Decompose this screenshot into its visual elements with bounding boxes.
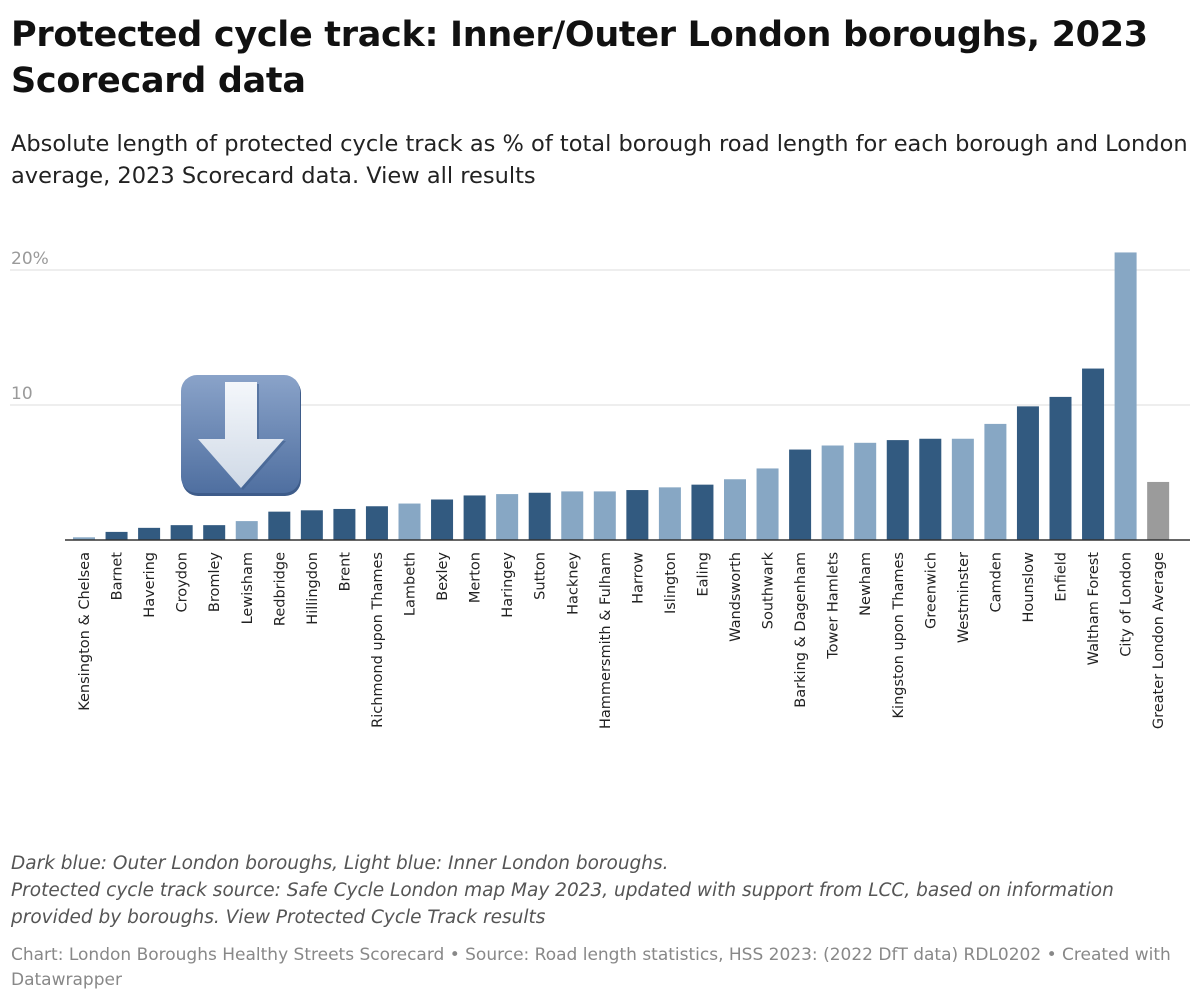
bar-10 [398, 503, 421, 540]
bar-31 [1082, 368, 1105, 540]
category-label-1: Barnet [110, 552, 126, 601]
bar-26 [919, 438, 942, 540]
category-label-33: Greater London Average [1151, 552, 1167, 729]
chart-subtitle: Absolute length of protected cycle track… [11, 131, 1188, 189]
category-label-15: Hackney [565, 552, 581, 615]
y-tick-label: 10 [11, 384, 33, 404]
bar-5 [235, 521, 258, 540]
category-label-19: Ealing [695, 552, 711, 597]
category-label-6: Redbridge [272, 552, 288, 626]
bar-23 [821, 445, 844, 540]
source-note: Protected cycle track source: Safe Cycle… [11, 880, 1114, 928]
bar-7 [300, 510, 323, 540]
category-label-14: Sutton [533, 552, 549, 600]
bar-28 [984, 423, 1007, 540]
category-label-32: City of London [1119, 552, 1135, 657]
bar-33 [1147, 481, 1170, 540]
bar-22 [789, 449, 812, 540]
category-label-2: Havering [142, 552, 158, 618]
category-label-16: Hammersmith & Fulham [598, 552, 614, 729]
category-label-31: Waltham Forest [1086, 552, 1102, 666]
category-label-8: Brent [337, 552, 353, 592]
category-label-11: Bexley [435, 552, 451, 601]
bar-15 [561, 491, 584, 540]
bar-16 [593, 491, 616, 540]
category-label-24: Newham [858, 552, 874, 616]
bar-9 [365, 506, 388, 540]
chart-notes: Dark blue: Outer London boroughs, Light … [11, 850, 1191, 931]
category-label-23: Tower Hamlets [826, 552, 842, 660]
bar-1 [105, 531, 128, 540]
category-label-22: Barking & Dagenham [793, 552, 809, 708]
category-label-17: Harrow [630, 552, 646, 604]
category-label-0: Kensington & Chelsea [77, 552, 93, 711]
category-label-26: Greenwich [923, 552, 939, 629]
bar-18 [658, 487, 681, 540]
bar-14 [528, 492, 551, 540]
bar-17 [626, 490, 649, 540]
bar-32 [1114, 252, 1137, 540]
bar-6 [268, 511, 291, 540]
category-label-28: Camden [988, 552, 1004, 612]
category-label-20: Wandsworth [728, 552, 744, 642]
bars [73, 252, 1170, 540]
bar-3 [170, 525, 193, 540]
legend-note: Dark blue: Outer London boroughs, Light … [11, 853, 669, 874]
bar-4 [203, 525, 226, 540]
bar-24 [854, 442, 877, 540]
bar-29 [1016, 406, 1039, 540]
category-label-10: Lambeth [403, 552, 419, 616]
category-label-7: Hillingdon [305, 552, 321, 625]
chart-footer: Chart: London Boroughs Healthy Streets S… [11, 945, 1171, 990]
chart-title: Protected cycle track: Inner/Outer Londo… [11, 15, 1148, 101]
category-label-27: Westminster [956, 552, 972, 643]
category-label-13: Haringey [500, 552, 516, 618]
category-labels: Kensington & Chelsea Barnet Havering Croydo… [77, 551, 1167, 729]
down-arrow-icon [181, 375, 301, 496]
y-tick-label: 20% [11, 249, 49, 269]
category-label-3: Croydon [175, 552, 191, 613]
category-label-4: Bromley [207, 552, 223, 613]
category-label-25: Kingston upon Thames [891, 552, 907, 718]
bar-8 [333, 508, 356, 540]
bar-19 [691, 484, 714, 540]
category-label-21: Southwark [761, 551, 777, 629]
category-label-18: Islington [663, 552, 679, 614]
bar-0 [73, 537, 95, 540]
bar-13 [496, 494, 519, 540]
bar-30 [1049, 396, 1072, 540]
category-label-12: Merton [468, 552, 484, 603]
category-label-9: Richmond upon Thames [370, 552, 386, 728]
bar-27 [951, 438, 974, 540]
bar-20 [724, 479, 746, 540]
bar-11 [431, 499, 454, 540]
bar-chart: 10 20% Kensington & Chelsea Barnet Havering… [10, 249, 1190, 729]
bar-12 [463, 495, 486, 540]
category-label-30: Enfield [1054, 552, 1070, 602]
bar-25 [886, 440, 909, 540]
category-label-5: Lewisham [240, 552, 256, 624]
bar-21 [756, 468, 779, 540]
bar-2 [138, 527, 161, 540]
category-label-29: Hounslow [1021, 552, 1037, 623]
